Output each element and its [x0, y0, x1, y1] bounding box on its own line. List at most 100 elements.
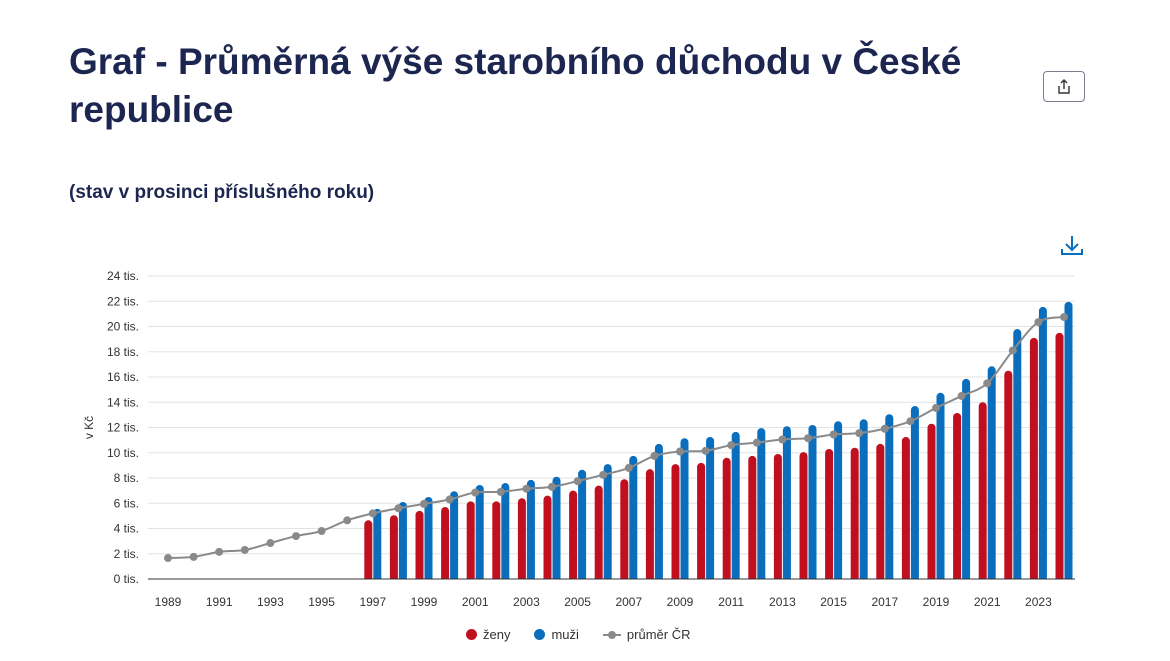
x-tick-label: 2017 — [871, 595, 898, 609]
bar-zeny — [850, 447, 859, 579]
bar-muzi — [834, 421, 843, 579]
bar-zeny — [1004, 370, 1013, 579]
y-tick-label: 12 tis. — [107, 421, 139, 435]
bar-zeny — [569, 490, 578, 579]
bar-muzi — [859, 419, 868, 579]
point-prumer — [932, 403, 940, 412]
x-tick-label: 1999 — [411, 595, 438, 609]
bar-zeny — [825, 448, 834, 579]
x-tick-label: 1995 — [308, 595, 335, 609]
bar-muzi — [808, 424, 817, 579]
bar-zeny — [953, 412, 962, 579]
bar-zeny — [492, 501, 501, 579]
bar-zeny — [773, 454, 782, 579]
x-tick-label: 1991 — [206, 595, 233, 609]
bar-zeny — [799, 452, 808, 579]
bar-muzi — [1064, 301, 1073, 579]
point-prumer — [445, 495, 454, 504]
x-tick-label: 2005 — [564, 595, 591, 609]
x-tick-label: 2001 — [462, 595, 489, 609]
point-prumer — [676, 447, 684, 456]
point-prumer — [522, 484, 531, 493]
point-prumer — [804, 434, 812, 443]
bar-zeny — [543, 495, 552, 579]
bar-zeny — [466, 501, 475, 579]
point-prumer — [394, 504, 403, 513]
bar-zeny — [722, 457, 731, 579]
bar-muzi — [885, 414, 894, 579]
x-tick-label: 2015 — [820, 595, 847, 609]
legend-item-prumer[interactable]: průměr ČR — [602, 627, 691, 642]
y-tick-label: 18 tis. — [107, 345, 139, 359]
point-prumer — [752, 438, 761, 447]
point-prumer — [368, 509, 377, 518]
y-tick-label: 24 tis. — [107, 269, 139, 283]
x-tick-label: 2021 — [974, 595, 1001, 609]
x-tick-label: 2009 — [667, 595, 694, 609]
share-button[interactable] — [1043, 71, 1085, 102]
point-prumer — [778, 435, 787, 444]
y-tick-label: 10 tis. — [107, 446, 139, 460]
point-prumer — [880, 424, 889, 433]
x-tick-label: 2019 — [923, 595, 950, 609]
y-tick-label: 14 tis. — [107, 395, 139, 409]
point-prumer — [548, 482, 556, 491]
point-prumer — [420, 499, 428, 508]
bar-zeny — [594, 485, 603, 579]
point-prumer — [292, 532, 300, 541]
bar-muzi — [680, 438, 689, 579]
x-tick-label: 2011 — [718, 595, 744, 609]
legend-label: průměr ČR — [626, 627, 691, 642]
point-prumer — [983, 379, 992, 388]
bar-muzi — [475, 484, 484, 579]
x-tick-label: 2013 — [769, 595, 796, 609]
legend-marker-prumer — [602, 630, 621, 639]
legend-item-zeny[interactable]: ženy — [466, 627, 510, 642]
point-prumer — [240, 545, 249, 554]
legend-label: ženy — [483, 627, 511, 642]
bar-zeny — [1055, 332, 1064, 579]
y-axis-label: v Kč — [82, 416, 96, 439]
bar-zeny — [901, 436, 910, 579]
legend: ženy muži průměr ČR — [466, 627, 691, 642]
point-prumer — [701, 446, 710, 455]
point-prumer — [471, 488, 480, 497]
bar-muzi — [962, 378, 971, 579]
download-button[interactable] — [1060, 234, 1086, 258]
x-tick-label: 2007 — [615, 595, 642, 609]
bar-zeny — [671, 464, 680, 579]
bar-zeny — [978, 402, 987, 579]
y-tick-label: 0 tis. — [114, 572, 139, 586]
bar-muzi — [706, 436, 715, 579]
y-tick-label: 6 tis. — [114, 496, 139, 510]
bar-zeny — [620, 479, 629, 579]
bar-zeny — [415, 510, 424, 579]
bar-zeny — [748, 455, 757, 579]
bar-zeny — [876, 443, 885, 579]
point-prumer — [343, 516, 352, 525]
bar-muzi — [654, 443, 663, 579]
bar-muzi — [526, 479, 535, 579]
point-prumer — [573, 477, 582, 486]
legend-item-muzi[interactable]: muži — [534, 627, 579, 642]
point-prumer — [727, 441, 736, 450]
point-prumer — [189, 552, 198, 561]
bar-zeny — [441, 507, 450, 579]
point-prumer — [599, 470, 608, 479]
bar-muzi — [398, 501, 407, 579]
bar-zeny — [1029, 337, 1038, 579]
bar-muzi — [1013, 329, 1022, 579]
y-tick-label: 22 tis. — [107, 294, 139, 308]
point-prumer — [266, 539, 275, 548]
bar-zeny — [697, 462, 706, 579]
x-tick-label: 2023 — [1025, 595, 1052, 609]
point-prumer — [624, 463, 633, 472]
chart-subtitle: (stav v prosinci příslušného roku) — [69, 182, 375, 203]
page-title: Graf - Průměrná výše starobního důchodu … — [69, 41, 962, 130]
share-icon — [1058, 78, 1070, 94]
bar-muzi — [552, 476, 561, 579]
bar-muzi — [731, 431, 740, 579]
point-prumer — [496, 487, 505, 496]
bar-muzi — [501, 483, 510, 579]
download-icon — [1061, 236, 1083, 255]
